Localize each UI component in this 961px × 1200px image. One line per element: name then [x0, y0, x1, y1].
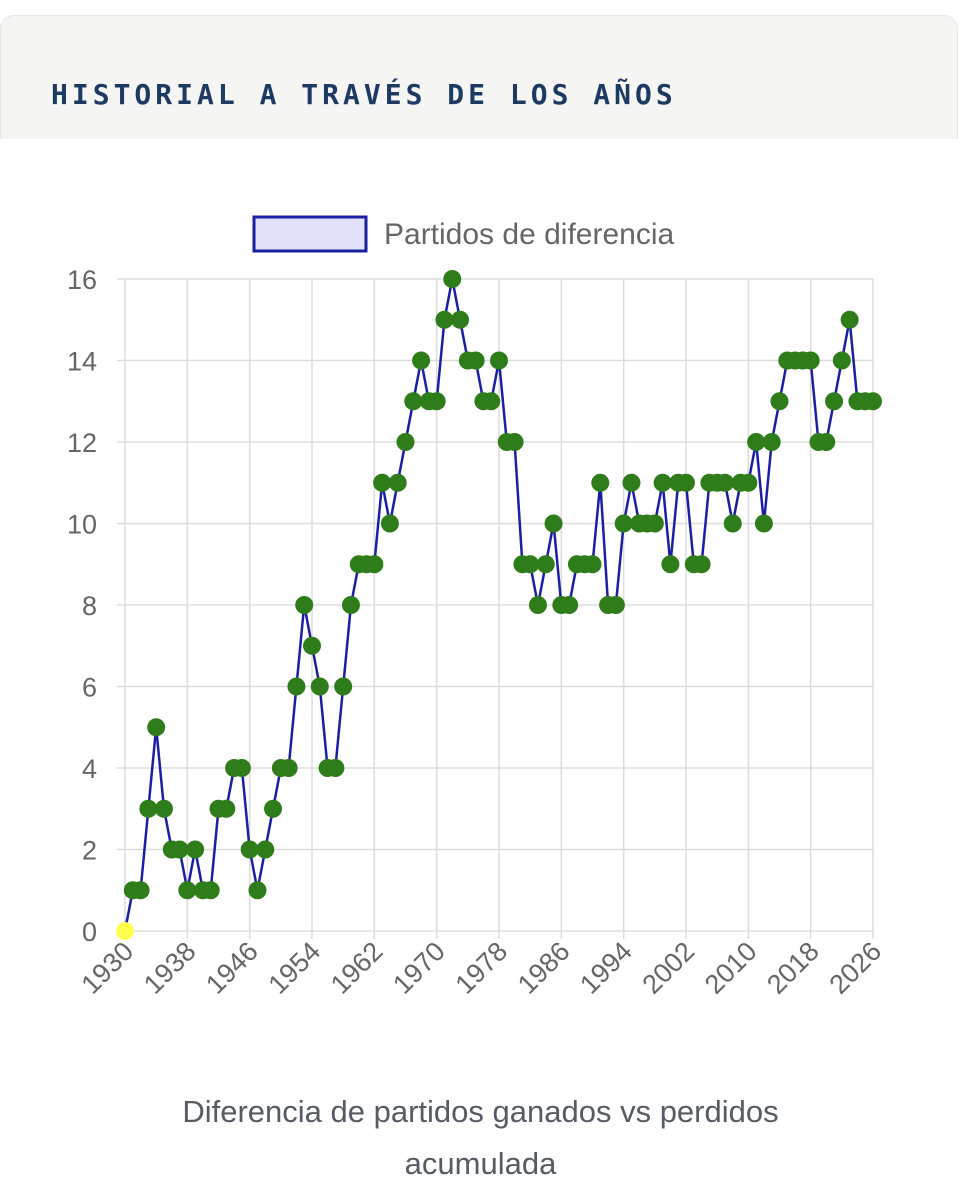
data-point: [287, 677, 306, 696]
data-point: [232, 759, 251, 777]
y-tick-label: 0: [82, 917, 97, 947]
data-point: [840, 310, 859, 329]
data-point: [341, 596, 360, 614]
data-point: [217, 799, 236, 818]
y-tick-label: 10: [67, 510, 97, 540]
data-point: [178, 881, 197, 900]
data-point: [591, 473, 610, 492]
legend-swatch: [252, 215, 368, 253]
data-point: [490, 351, 508, 370]
data-point: [435, 310, 454, 329]
data-point: [653, 473, 672, 492]
caption-line-2: acumulada: [404, 1146, 557, 1181]
data-point: [801, 351, 820, 370]
data-point: [723, 514, 742, 533]
x-tick-label: 1954: [263, 936, 327, 1000]
data-point: [536, 555, 555, 574]
data-point: [443, 270, 462, 288]
x-tick-label: 2002: [637, 936, 701, 1000]
x-tick-label: 1986: [512, 936, 576, 1000]
x-tick-label: 1962: [325, 936, 389, 1000]
data-point: [770, 392, 789, 411]
data-point: [201, 881, 220, 900]
data-point: [466, 351, 485, 370]
data-point: [404, 392, 423, 411]
data-point: [864, 392, 882, 411]
data-point: [295, 596, 314, 614]
data-point: [186, 840, 205, 859]
line-chart: 0246810121416193019381946195419621970197…: [67, 215, 888, 1000]
y-tick-label: 12: [67, 428, 97, 458]
data-point: [256, 840, 275, 859]
data-point: [412, 351, 431, 370]
y-tick-label: 6: [82, 673, 97, 703]
legend-label: Partidos de diferencia: [384, 218, 674, 251]
x-tick-label: 1938: [138, 936, 202, 1000]
data-point: [754, 514, 773, 533]
data-point: [544, 514, 563, 533]
data-point: [240, 840, 259, 859]
data-point: [747, 433, 766, 451]
page-title: HISTORIAL A TRAVÉS DE LOS AÑOS: [51, 78, 677, 111]
data-point: [170, 840, 189, 859]
chart-caption: Diferencia de partidos ganados vs perdid…: [0, 1086, 961, 1190]
data-point: [303, 636, 321, 655]
data-point: [326, 759, 345, 777]
data-point: [762, 433, 781, 451]
data-point: [365, 555, 384, 574]
data-point: [832, 351, 851, 370]
data-point: [560, 596, 579, 614]
data-point: [334, 677, 353, 696]
caption-line-1: Diferencia de partidos ganados vs perdid…: [182, 1094, 779, 1129]
y-tick-label: 2: [82, 836, 97, 866]
data-point: [817, 433, 836, 451]
data-point: [505, 433, 524, 451]
data-point-start: [116, 922, 134, 940]
x-tick-label: 1994: [574, 936, 638, 1000]
data-point: [139, 799, 158, 818]
data-point: [622, 473, 641, 492]
data-point: [396, 433, 415, 451]
data-point: [677, 473, 695, 492]
y-tick-label: 4: [82, 754, 97, 784]
data-point: [154, 799, 173, 818]
x-tick-label: 1946: [200, 936, 264, 1000]
x-tick-label: 2010: [699, 936, 763, 1000]
data-point: [715, 473, 734, 492]
data-point: [528, 596, 547, 614]
data-point: [451, 310, 470, 329]
y-tick-label: 8: [82, 591, 97, 621]
data-point: [380, 514, 399, 533]
x-tick-label: 1970: [387, 936, 451, 1000]
card-header: HISTORIAL A TRAVÉS DE LOS AÑOS: [0, 15, 958, 139]
y-tick-label: 14: [67, 347, 97, 377]
data-point: [739, 473, 758, 492]
x-tick-label: 2018: [761, 936, 825, 1000]
x-tick-label: 1978: [450, 936, 514, 1000]
data-point: [248, 881, 267, 900]
data-point: [427, 392, 446, 411]
data-point: [482, 392, 501, 411]
data-point: [264, 799, 283, 818]
data-point: [645, 514, 664, 533]
y-tick-label: 16: [67, 265, 97, 295]
data-point: [147, 718, 166, 737]
data-point: [131, 881, 150, 900]
data-point: [614, 514, 633, 533]
data-point: [661, 555, 680, 574]
data-point: [583, 555, 602, 574]
x-tick-label: 2026: [824, 936, 888, 1000]
data-point: [692, 555, 711, 574]
data-point: [388, 473, 407, 492]
data-point: [373, 473, 392, 492]
data-point: [279, 759, 298, 777]
data-point: [825, 392, 844, 411]
data-point: [521, 555, 540, 574]
data-point: [310, 677, 329, 696]
data-point: [606, 596, 625, 614]
